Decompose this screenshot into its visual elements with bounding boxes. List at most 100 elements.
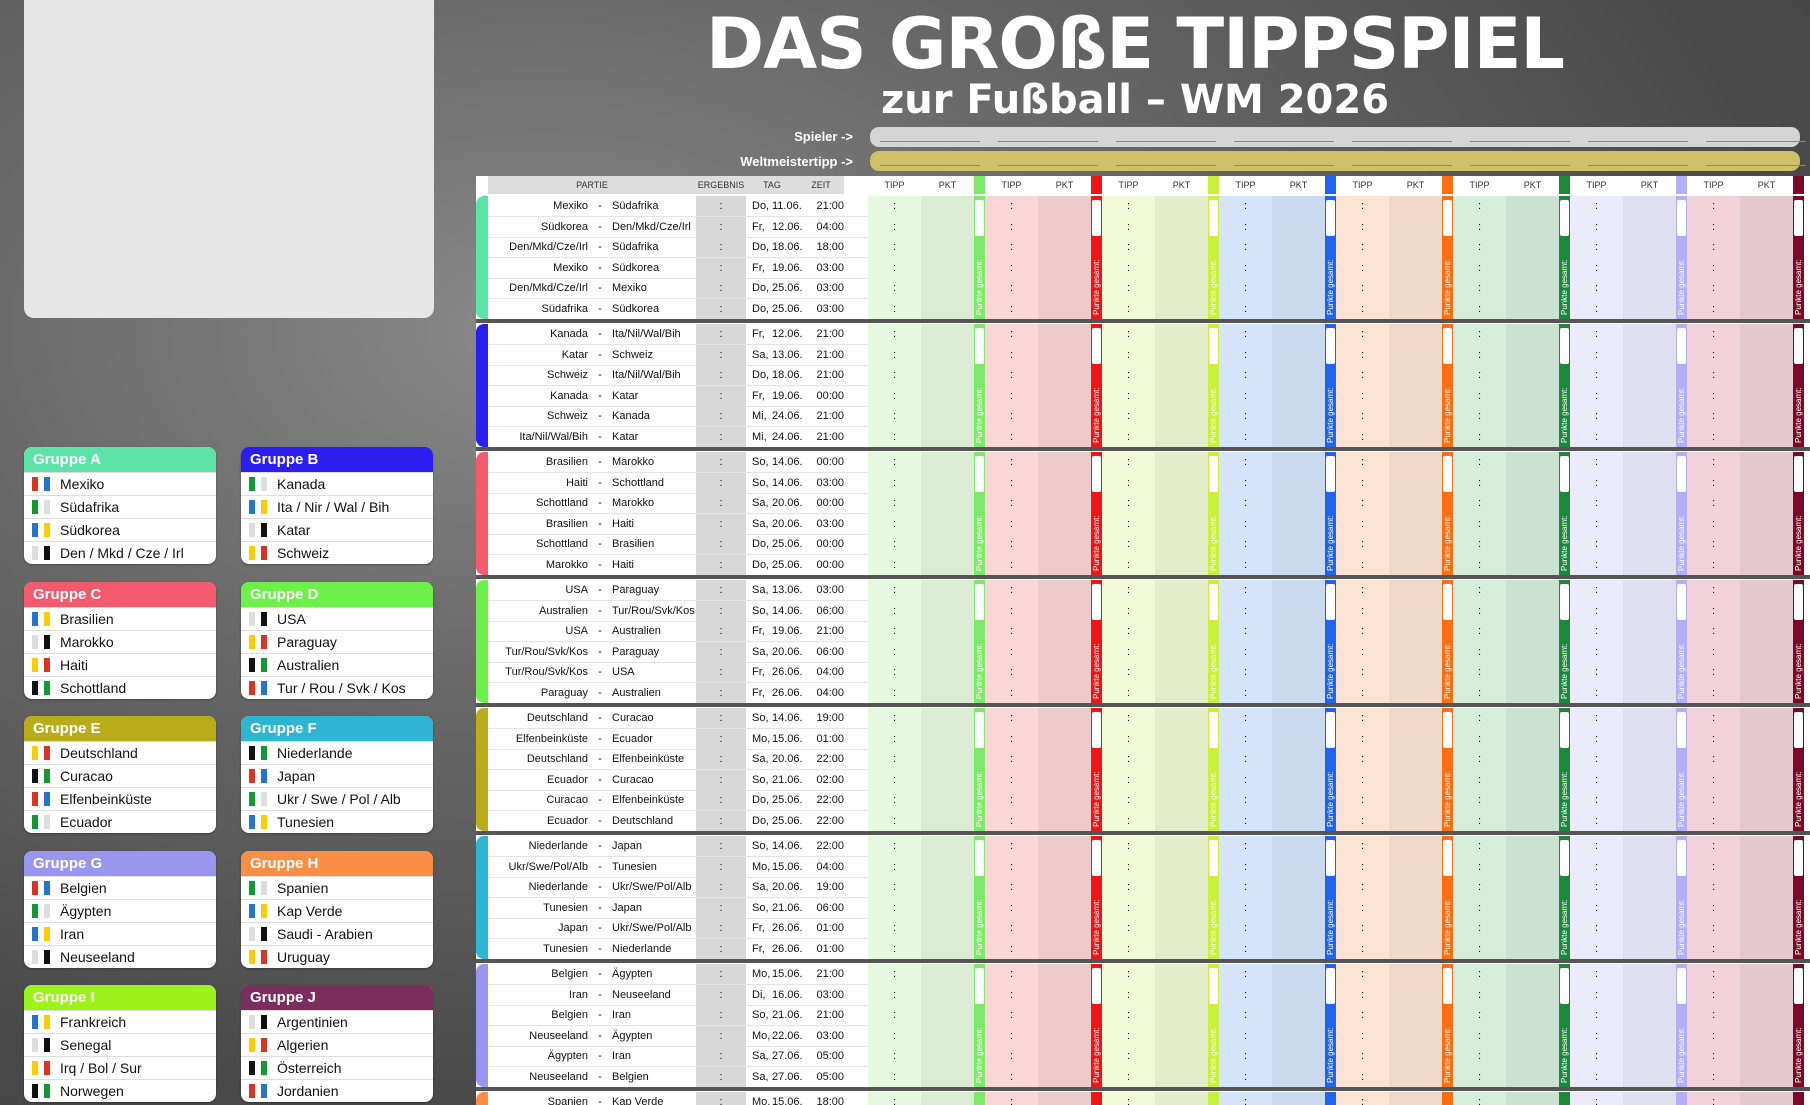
tipp-input[interactable]: : [1594,666,1599,678]
tipp-input[interactable]: : [892,328,897,340]
tipp-input[interactable]: : [1009,538,1014,550]
tipp-input[interactable]: : [1711,200,1716,212]
tipp-input[interactable]: : [1711,302,1716,315]
tipp-input[interactable]: : [1009,1050,1014,1062]
result-cell[interactable] [696,365,746,385]
result-cell[interactable] [696,237,746,257]
tipp-column[interactable] [1453,964,1506,1087]
tipp-input[interactable]: : [1009,241,1014,253]
tipp-input[interactable]: : [1243,517,1248,530]
tipp-column[interactable] [868,1092,921,1105]
tipp-input[interactable]: : [1126,753,1131,765]
tipp-input[interactable]: : [1009,881,1014,893]
tipp-input[interactable]: : [1594,348,1599,361]
tipp-input[interactable]: : [1477,1029,1482,1042]
tipp-input[interactable]: : [1711,604,1716,617]
tipp-input[interactable]: : [1009,860,1014,873]
tipp-column[interactable] [1453,452,1506,575]
tipp-input[interactable]: : [1711,584,1716,596]
result-cell[interactable] [696,856,746,877]
result-cell[interactable] [696,1005,746,1025]
tipp-input[interactable]: : [1243,1029,1248,1042]
tipp-input[interactable]: : [1711,988,1716,1001]
tipp-input[interactable]: : [892,645,897,658]
result-cell[interactable] [696,580,746,600]
tipp-input[interactable]: : [1594,302,1599,315]
tipp-input[interactable]: : [1243,922,1248,934]
tipp-input[interactable]: : [1594,1029,1599,1042]
result-cell[interactable] [696,708,746,728]
tipp-input[interactable]: : [1243,538,1248,550]
tipp-input[interactable]: : [1594,753,1599,765]
result-cell[interactable] [696,1092,746,1105]
tipp-input[interactable]: : [1360,410,1365,422]
world-champion-bar[interactable] [870,151,1806,171]
colon[interactable]: : [719,942,723,955]
tipp-input[interactable]: : [1477,794,1482,806]
tipp-input[interactable]: : [1477,942,1482,955]
tipp-input[interactable]: : [892,369,897,381]
colon[interactable]: : [719,456,723,468]
tipp-input[interactable]: : [1243,814,1248,827]
result-cell[interactable] [696,1025,746,1046]
tipp-input[interactable]: : [1126,241,1131,253]
tipp-column[interactable] [1219,452,1272,575]
tipp-input[interactable]: : [1477,753,1482,765]
tipp-input[interactable]: : [1594,261,1599,274]
tipp-input[interactable]: : [1594,389,1599,402]
tipp-input[interactable]: : [1360,881,1365,893]
tipp-input[interactable]: : [1243,712,1248,724]
tipp-column[interactable] [1453,580,1506,703]
tipp-column[interactable] [1687,964,1740,1087]
tipp-column[interactable] [1687,580,1740,703]
tipp-input[interactable]: : [892,558,897,571]
tipp-input[interactable]: : [892,942,897,955]
tipp-input[interactable]: : [892,1070,897,1083]
tipp-column[interactable] [1570,708,1623,831]
tipp-input[interactable]: : [1711,430,1716,443]
tipp-input[interactable]: : [1594,922,1599,934]
tipp-input[interactable]: : [1126,584,1131,596]
tipp-input[interactable]: : [1477,881,1482,893]
tipp-input[interactable]: : [1243,686,1248,699]
tipp-input[interactable]: : [1126,476,1131,489]
tipp-column[interactable] [1336,1092,1389,1105]
tipp-input[interactable]: : [1009,814,1014,827]
tipp-input[interactable]: : [1243,840,1248,852]
tipp-input[interactable]: : [1711,282,1716,294]
tipp-input[interactable]: : [1243,1009,1248,1021]
result-cell[interactable] [696,836,746,856]
tipp-input[interactable]: : [1243,369,1248,381]
tipp-input[interactable]: : [1477,200,1482,212]
tipp-input[interactable]: : [1360,476,1365,489]
tipp-input[interactable]: : [892,1029,897,1042]
result-cell[interactable] [696,728,746,749]
tipp-column[interactable] [1102,580,1155,703]
colon[interactable]: : [719,1009,723,1021]
tipp-input[interactable]: : [1711,220,1716,233]
tipp-column[interactable] [985,324,1038,447]
tipp-input[interactable]: : [1594,773,1599,786]
tipp-input[interactable]: : [1243,200,1248,212]
colon[interactable]: : [719,558,723,571]
result-cell[interactable] [696,877,746,897]
tipp-input[interactable]: : [1594,328,1599,340]
tipp-input[interactable]: : [1477,410,1482,422]
tipp-input[interactable]: : [892,968,897,980]
tipp-input[interactable]: : [1360,1096,1365,1105]
tipp-input[interactable]: : [1477,732,1482,745]
colon[interactable]: : [719,1096,723,1105]
tipp-input[interactable]: : [892,517,897,530]
tipp-column[interactable] [1453,324,1506,447]
colon[interactable]: : [719,200,723,212]
tipp-input[interactable]: : [1243,666,1248,678]
colon[interactable]: : [719,369,723,381]
tipp-input[interactable]: : [1594,430,1599,443]
tipp-input[interactable]: : [1126,1096,1131,1105]
tipp-input[interactable]: : [892,1009,897,1021]
tipp-input[interactable]: : [1009,604,1014,617]
tipp-input[interactable]: : [1594,732,1599,745]
tipp-input[interactable]: : [1126,860,1131,873]
tipp-input[interactable]: : [1243,604,1248,617]
tipp-input[interactable]: : [1360,241,1365,253]
